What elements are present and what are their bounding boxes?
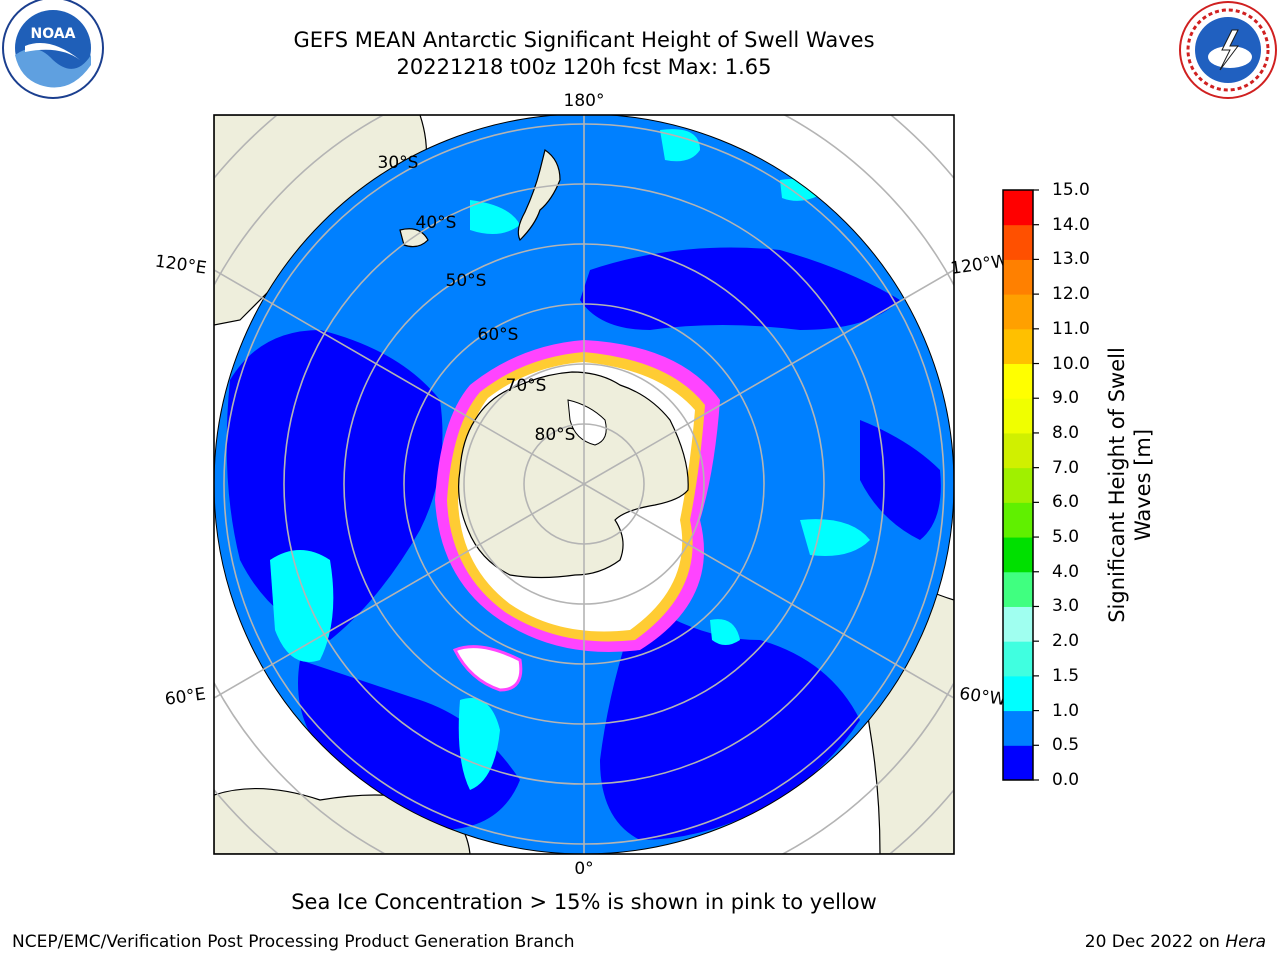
colorbar-tick-label: 3.0 — [1052, 596, 1080, 617]
lon-label-180: 180° — [564, 91, 605, 111]
longitude-gridlines — [214, 115, 954, 854]
colorbar-bin — [1003, 363, 1033, 399]
noaa-logo-text: NOAA — [31, 26, 76, 42]
lon-label-60e-visible: 60°E — [164, 684, 207, 709]
colorbar-tick-label: 1.0 — [1052, 700, 1080, 721]
colorbar-bin — [1003, 259, 1033, 295]
colorbar-bin — [1003, 537, 1033, 573]
colorbar-tick-label: 15.0 — [1052, 180, 1090, 200]
colorbar-bin — [1003, 745, 1033, 781]
lat-label-70s: 70°S — [506, 376, 547, 396]
antarctica-landmass — [458, 371, 689, 579]
lat-label-80s: 80°S — [535, 425, 576, 445]
colorbar-bin — [1003, 675, 1033, 712]
colorbar-tick-label: 6.0 — [1052, 492, 1080, 513]
colorbar-bin — [1003, 467, 1033, 503]
colorbar-bin — [1003, 571, 1033, 607]
colorbar-tick-label: 13.0 — [1052, 249, 1090, 270]
colorbar-tick-label: 7.0 — [1052, 457, 1080, 478]
colorbar-tick-label: 12.0 — [1052, 284, 1090, 305]
footer-date-text: 20 Dec 2022 on — [1084, 932, 1220, 952]
colorbar-tick-label: 11.0 — [1052, 318, 1090, 339]
lon-label-60w: 60°W — [958, 684, 1007, 710]
colorbar-label-line: Significant Height of Swell — [1105, 347, 1129, 623]
lat-label-30s: 30°S — [378, 153, 419, 173]
lon-label-120e: 120°E — [154, 252, 208, 279]
new-zealand-landmass — [517, 149, 561, 242]
colorbar-tick-label: 9.0 — [1052, 388, 1080, 409]
colorbar-label-line: Waves [m] — [1131, 428, 1155, 542]
lat-label-40s: 40°S — [416, 213, 457, 233]
lat-label-50s: 50°S — [446, 271, 487, 291]
colorbar — [1002, 189, 1039, 781]
chart-title: GEFS MEAN Antarctic Significant Height o… — [293, 28, 875, 52]
colorbar-tick-label: 14.0 — [1052, 214, 1090, 235]
colorbar-tick-label: 2.0 — [1052, 631, 1080, 652]
colorbar-tick-label: 8.0 — [1052, 422, 1080, 443]
colorbar-tick-label: 0.0 — [1052, 770, 1080, 790]
lon-label-0: 0° — [574, 859, 593, 879]
footer-date: 20 Dec 2022 on Hera — [1085, 932, 1266, 952]
lat-label-60s: 60°S — [478, 325, 519, 345]
colorbar-tick-label: 1.5 — [1052, 665, 1080, 686]
colorbar-bin — [1003, 398, 1033, 434]
colorbar-bin — [1003, 502, 1033, 538]
colorbar-tick-label: 5.0 — [1052, 527, 1080, 548]
colorbar-frame — [1002, 189, 1034, 781]
nws-logo — [1179, 1, 1277, 99]
colorbar-bin — [1003, 328, 1033, 365]
colorbar-tick-label: 0.5 — [1052, 735, 1080, 756]
colorbar-tick-label: 10.0 — [1052, 353, 1090, 374]
colorbar-bin — [1003, 710, 1033, 746]
footer-host: Hera — [1225, 932, 1266, 952]
colorbar-bin — [1003, 190, 1033, 226]
lon-label-120w: 120°W — [949, 251, 1009, 279]
colorbar-label-text: Significant Height of Swell Waves [m] — [1104, 347, 1156, 623]
colorbar-bin — [1003, 641, 1033, 677]
colorbar-tick-label: 4.0 — [1052, 561, 1080, 582]
colorbar-bin — [1003, 224, 1033, 260]
noaa-logo: NOAA — [2, 0, 104, 99]
colorbar-bin — [1003, 294, 1033, 330]
chart-subtitle: 20221218 t00z 120h fcst Max: 1.65 — [396, 55, 772, 79]
footer-credit: NCEP/EMC/Verification Post Processing Pr… — [12, 932, 575, 952]
colorbar-bin — [1003, 432, 1033, 469]
colorbar-bin — [1003, 606, 1033, 642]
sea-ice-note: Sea Ice Concentration > 15% is shown in … — [291, 890, 877, 914]
